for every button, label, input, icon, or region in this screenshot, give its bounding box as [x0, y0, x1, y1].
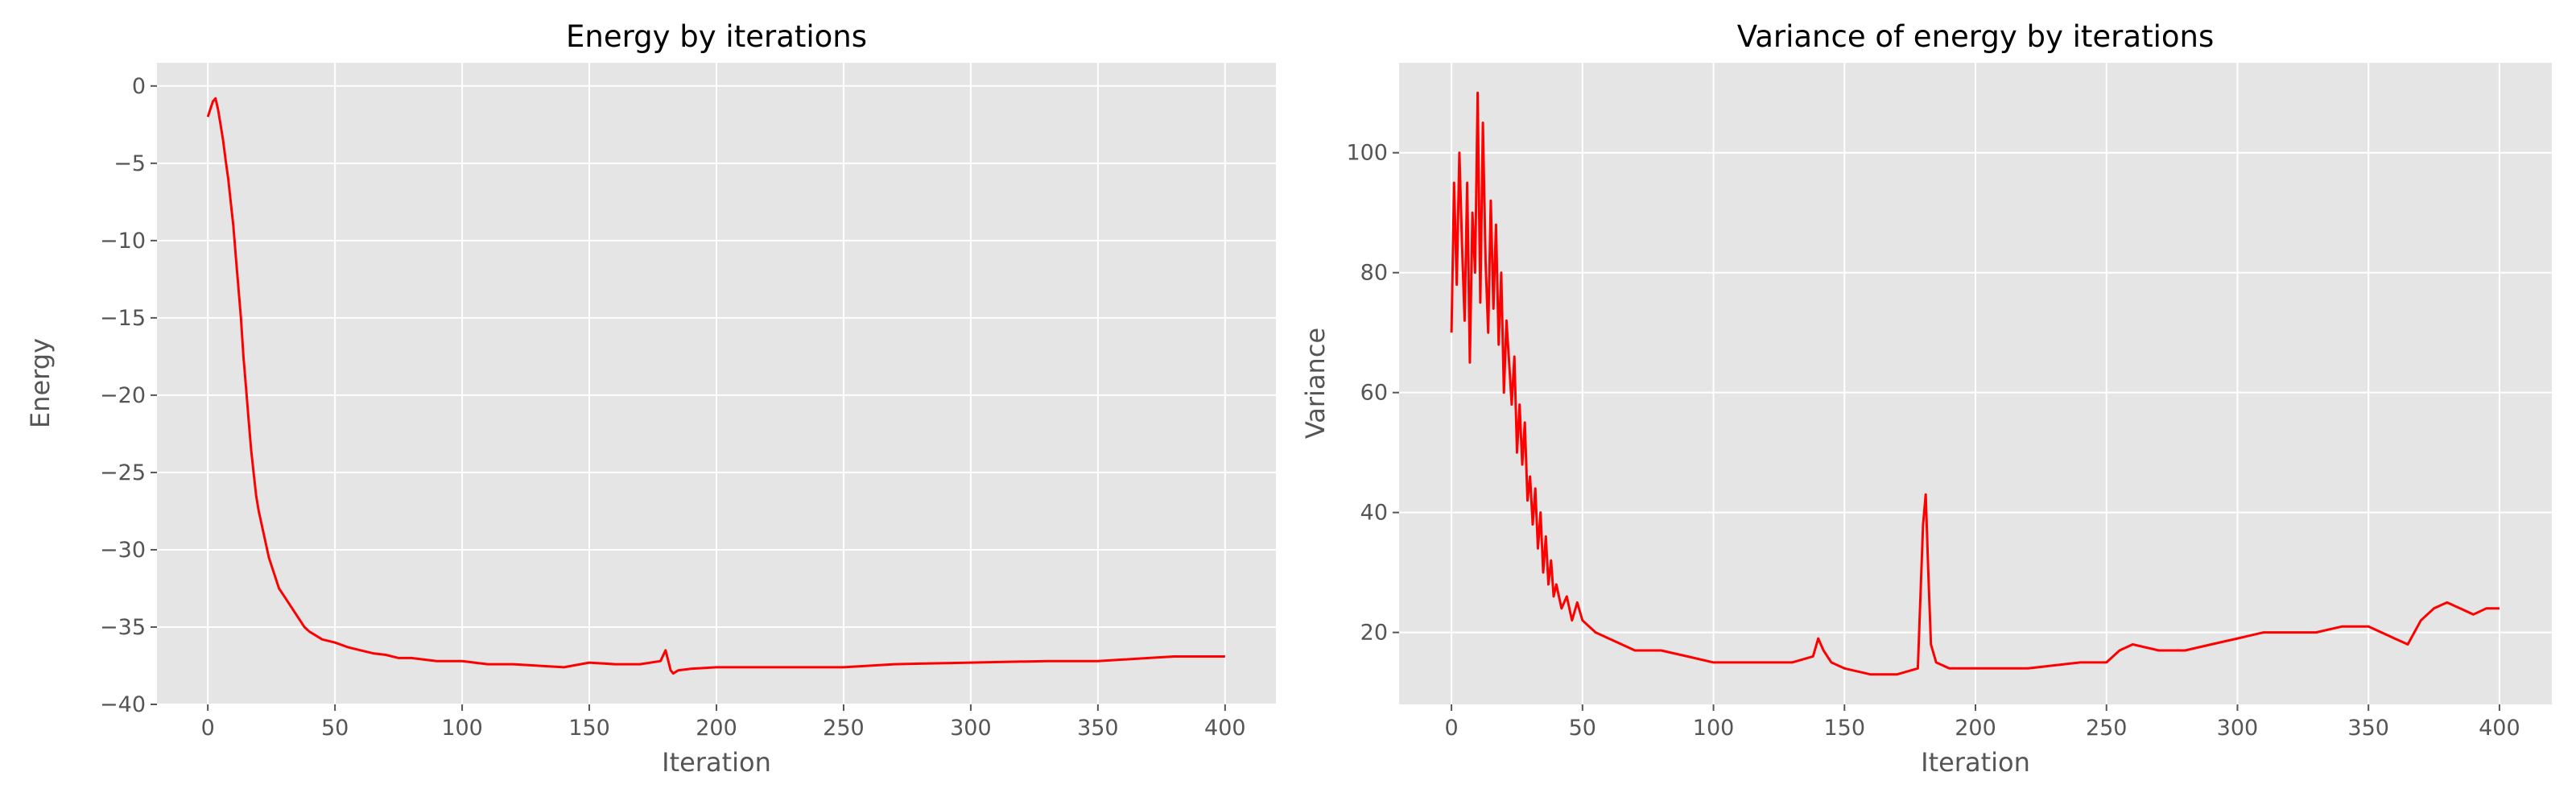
energy-grid [157, 63, 1276, 705]
variance-ticks: 0 50 100 150 200 250 300 350 400 20 40 60 80 100 [1346, 141, 2520, 741]
variance-x-tick-label: 200 [1955, 716, 1996, 741]
energy-x-tick-label: 250 [823, 716, 865, 741]
variance-x-tick-label: 250 [2086, 716, 2128, 741]
variance-chart-panel: 0 50 100 150 200 250 300 350 400 20 40 60 80 100 Vari… [1300, 19, 2552, 778]
variance-series [1450, 91, 2500, 676]
variance-x-axis-label: Iteration [1921, 747, 2030, 778]
energy-x-tick-label: 50 [321, 716, 349, 741]
energy-y-tick-label: −5 [114, 151, 146, 176]
variance-y-axis-label: Variance [1300, 328, 1331, 439]
energy-y-tick-label: −10 [100, 229, 146, 254]
energy-series [206, 97, 1225, 675]
energy-x-tick-label: 150 [568, 716, 610, 741]
variance-x-tick-label: 400 [2479, 716, 2520, 741]
energy-y-tick-label: −30 [100, 538, 146, 563]
variance-x-tick-label: 50 [1569, 716, 1596, 741]
energy-line-series [206, 97, 1225, 675]
variance-y-tick-label: 20 [1360, 621, 1388, 646]
energy-x-axis-label: Iteration [662, 747, 771, 778]
variance-y-tick-label: 80 [1360, 261, 1388, 286]
variance-x-tick-label: 150 [1823, 716, 1865, 741]
energy-y-tick-label: −20 [100, 383, 146, 408]
energy-chart-panel: 0 50 100 150 200 250 300 350 400 0 −5 −10 −15 −20 −25 −… [25, 19, 1276, 778]
energy-x-tick-label: 300 [950, 716, 992, 741]
variance-y-tick-label: 100 [1346, 141, 1388, 166]
energy-chart-title: Energy by iterations [566, 19, 867, 54]
variance-chart-title: Variance of energy by iterations [1737, 19, 2214, 54]
energy-x-tick-label: 350 [1077, 716, 1119, 741]
energy-y-tick-label: −15 [100, 306, 146, 331]
variance-y-tick-label: 40 [1360, 501, 1388, 526]
variance-line-series [1450, 91, 2500, 676]
energy-x-tick-label: 0 [201, 716, 215, 741]
energy-y-axis-label: Energy [25, 338, 56, 428]
energy-ticks: 0 50 100 150 200 250 300 350 400 0 −5 −10 −15 −20 −25 −… [100, 74, 1246, 741]
energy-x-tick-label: 100 [441, 716, 483, 741]
variance-x-tick-label: 300 [2217, 716, 2259, 741]
energy-y-tick-label: −25 [100, 460, 146, 485]
energy-y-tick-label: −40 [100, 692, 146, 717]
energy-y-tick-label: 0 [132, 74, 146, 99]
energy-x-tick-label: 200 [696, 716, 737, 741]
variance-x-tick-label: 100 [1693, 716, 1735, 741]
variance-y-tick-label: 60 [1360, 381, 1388, 406]
energy-y-tick-label: −35 [100, 615, 146, 640]
variance-x-tick-label: 0 [1444, 716, 1458, 741]
energy-x-tick-label: 400 [1204, 716, 1246, 741]
variance-grid [1399, 63, 2552, 704]
variance-x-tick-label: 350 [2347, 716, 2389, 741]
